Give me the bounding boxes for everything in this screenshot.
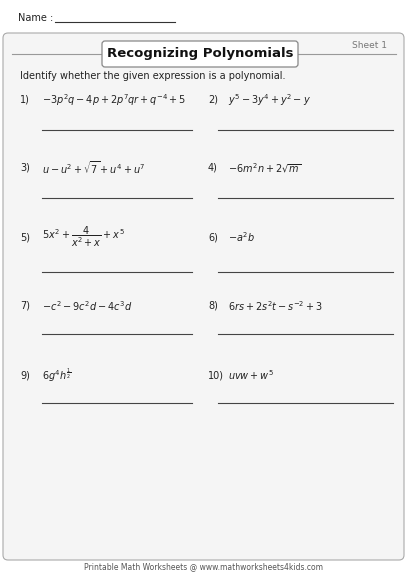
Text: $y^5 - 3y^4 + y^2 - y$: $y^5 - 3y^4 + y^2 - y$	[228, 92, 311, 108]
Text: 2): 2)	[208, 95, 218, 105]
Text: $6rs + 2s^2t - s^{-2} + 3$: $6rs + 2s^2t - s^{-2} + 3$	[228, 299, 323, 313]
Text: Printable Math Worksheets @ www.mathworksheets4kids.com: Printable Math Worksheets @ www.mathwork…	[83, 563, 322, 571]
Text: $-6m^2n + 2\sqrt{m}$: $-6m^2n + 2\sqrt{m}$	[228, 161, 302, 175]
Text: $uvw + w^5$: $uvw + w^5$	[228, 368, 274, 382]
Text: 4): 4)	[208, 163, 218, 173]
Text: 10): 10)	[208, 370, 224, 380]
Text: 9): 9)	[20, 370, 30, 380]
Text: 7): 7)	[20, 301, 30, 311]
Text: 1): 1)	[20, 95, 30, 105]
Text: 3): 3)	[20, 163, 30, 173]
Text: $-c^2 - 9c^2d - 4c^3d$: $-c^2 - 9c^2d - 4c^3d$	[42, 299, 132, 313]
Text: Identify whether the given expression is a polynomial.: Identify whether the given expression is…	[20, 71, 285, 81]
Text: $-3p^2q - 4p + 2p^7qr + q^{-4} + 5$: $-3p^2q - 4p + 2p^7qr + q^{-4} + 5$	[42, 92, 186, 108]
Text: $6g^4h^{\frac{1}{2}}$: $6g^4h^{\frac{1}{2}}$	[42, 366, 72, 384]
FancyBboxPatch shape	[102, 41, 298, 67]
Text: 8): 8)	[208, 301, 218, 311]
Text: 5): 5)	[20, 232, 30, 242]
Text: 6): 6)	[208, 232, 218, 242]
Text: Sheet 1: Sheet 1	[352, 40, 387, 50]
Text: Name :: Name :	[18, 13, 57, 23]
Text: $5x^2 + \dfrac{4}{x^2+x} + x^5$: $5x^2 + \dfrac{4}{x^2+x} + x^5$	[42, 225, 125, 249]
Text: Recognizing Polynomials: Recognizing Polynomials	[107, 47, 293, 60]
Text: $u - u^2 + \sqrt{7} + u^4 + u^7$: $u - u^2 + \sqrt{7} + u^4 + u^7$	[42, 160, 146, 176]
FancyBboxPatch shape	[3, 33, 404, 560]
Text: $-a^2b$: $-a^2b$	[228, 230, 255, 244]
